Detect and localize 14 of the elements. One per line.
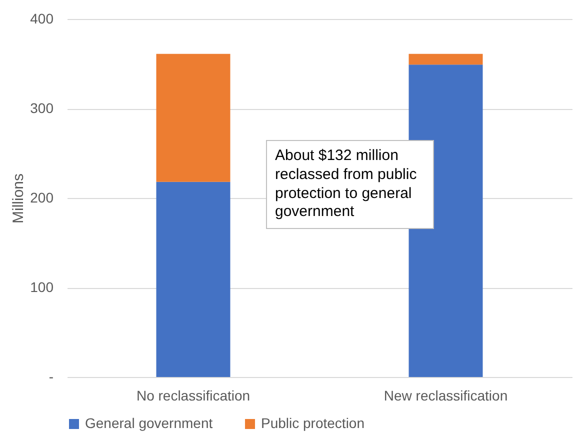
- y-tick-label: 400: [30, 10, 54, 26]
- y-tick-label: 300: [30, 100, 54, 116]
- x-tick-label: No reclassification: [136, 388, 250, 404]
- legend-label: Public protection: [261, 415, 365, 431]
- annotation: About $132 million reclassed from public protection to general government: [275, 147, 418, 222]
- y-tick-label: 200: [30, 190, 54, 206]
- legend-label: General government: [85, 415, 213, 431]
- bar: [156, 182, 230, 377]
- bar: [408, 54, 483, 65]
- x-tick-label: New reclassification: [384, 388, 508, 404]
- y-tick-label: 100: [30, 279, 54, 295]
- y-tick-label: -: [48, 368, 54, 384]
- y-axis-title: Millions: [10, 173, 28, 224]
- bar: [156, 54, 230, 182]
